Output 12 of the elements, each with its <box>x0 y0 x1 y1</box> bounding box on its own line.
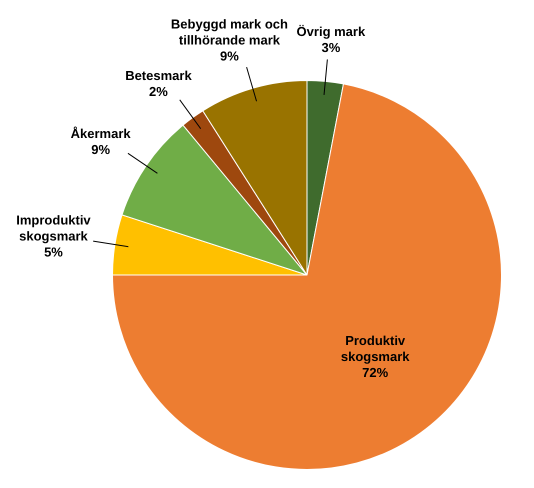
slice-label: Produktiv skogsmark <box>340 333 410 364</box>
data-label: 5% <box>44 244 64 260</box>
data-label: 9% <box>91 142 110 158</box>
data-label: 9% <box>220 48 240 64</box>
data-label: 72% <box>362 365 389 380</box>
data-label: 3% <box>321 40 341 56</box>
slice-label: Betesmark <box>125 68 192 84</box>
slice-label: Åkermark <box>70 126 132 142</box>
slice-label: Övrig mark <box>296 24 366 40</box>
slice-label: Bebyggd mark och tillhörande mark <box>170 16 288 48</box>
slice-label: Improduktiv skogsmark <box>16 212 92 244</box>
data-label: 2% <box>149 84 168 100</box>
